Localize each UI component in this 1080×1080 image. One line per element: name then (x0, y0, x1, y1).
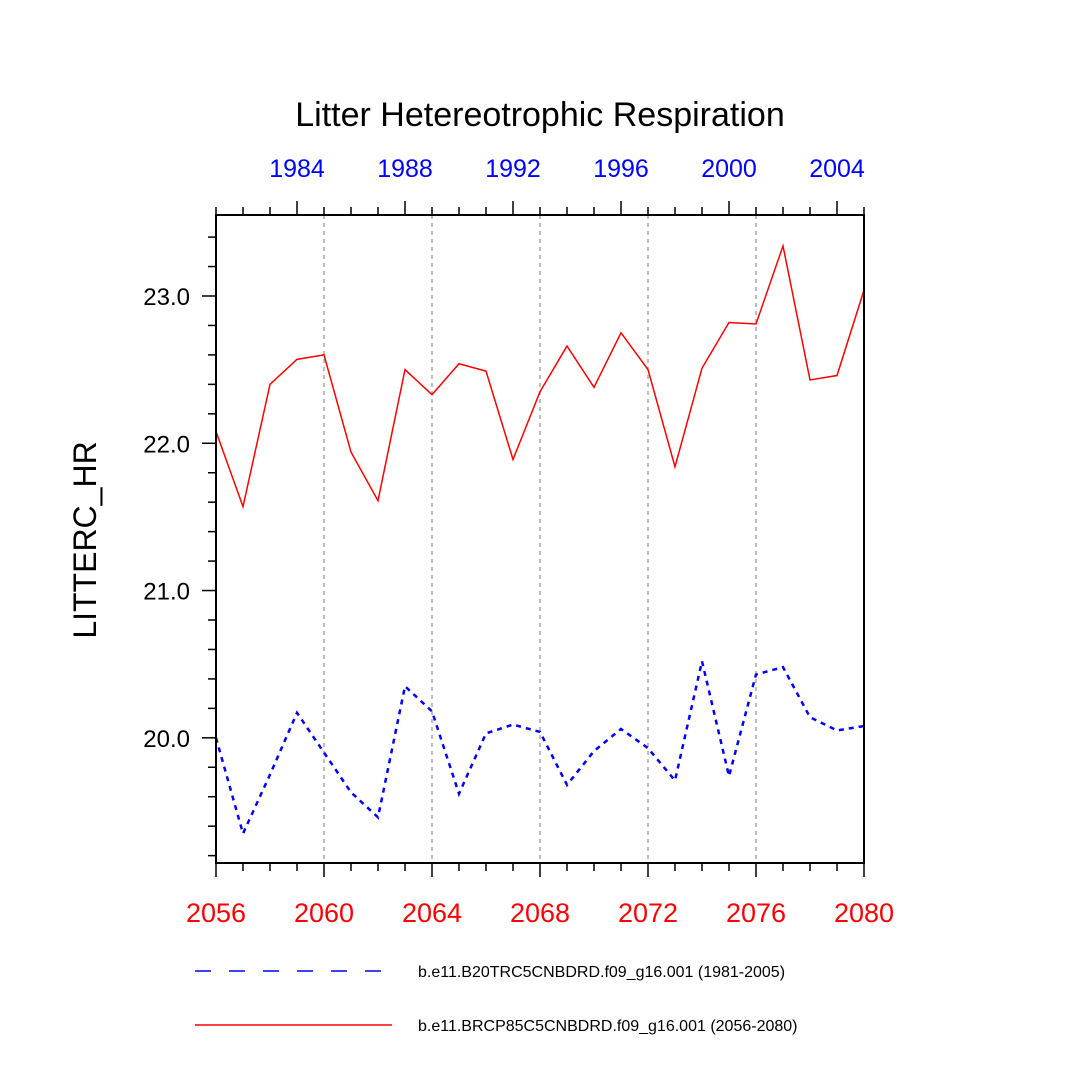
y-tick-label: 23.0 (143, 284, 190, 311)
chart-title: Litter Hetereotrophic Respiration (295, 96, 784, 134)
x-tick-label-top: 1996 (593, 155, 649, 183)
x-tick-label-top: 2000 (701, 155, 757, 183)
legend: b.e11.B20TRC5CNBDRD.f09_g16.001 (1981-20… (195, 964, 797, 1035)
x-tick-label-bottom: 2068 (510, 898, 570, 928)
legend-label: b.e11.B20TRC5CNBDRD.f09_g16.001 (1981-20… (418, 964, 785, 981)
x-tick-label-bottom: 2064 (402, 898, 462, 928)
x-tick-label-bottom: 2060 (294, 898, 354, 928)
series-line-future (215, 243, 865, 510)
y-tick-label: 20.0 (143, 726, 190, 753)
y-tick-label: 22.0 (143, 431, 190, 458)
legend-label: b.e11.BRCP85C5CNBDRD.f09_g16.001 (2056-2… (418, 1018, 797, 1035)
x-tick-label-top: 1984 (269, 155, 325, 183)
x-tick-label-top: 2004 (809, 155, 865, 183)
tick-marks (202, 201, 865, 877)
series-layer (214, 243, 865, 838)
x-tick-label-top: 1988 (377, 155, 433, 183)
x-tick-label-bottom: 2080 (834, 898, 894, 928)
x-tick-label-bottom: 2056 (186, 898, 246, 928)
x-tick-label-bottom: 2076 (726, 898, 786, 928)
grid-lines (323, 215, 757, 863)
x-tick-label-bottom: 2072 (618, 898, 678, 928)
tick-labels: 2056 2060 2064 2068 2072 2076 2080 1984 1988 1992… (143, 155, 894, 928)
x-tick-label-top: 1992 (485, 155, 541, 183)
y-tick-label: 21.0 (143, 579, 190, 606)
y-axis-label: LITTERC_HR (67, 441, 103, 638)
series-line-historical (214, 660, 865, 838)
